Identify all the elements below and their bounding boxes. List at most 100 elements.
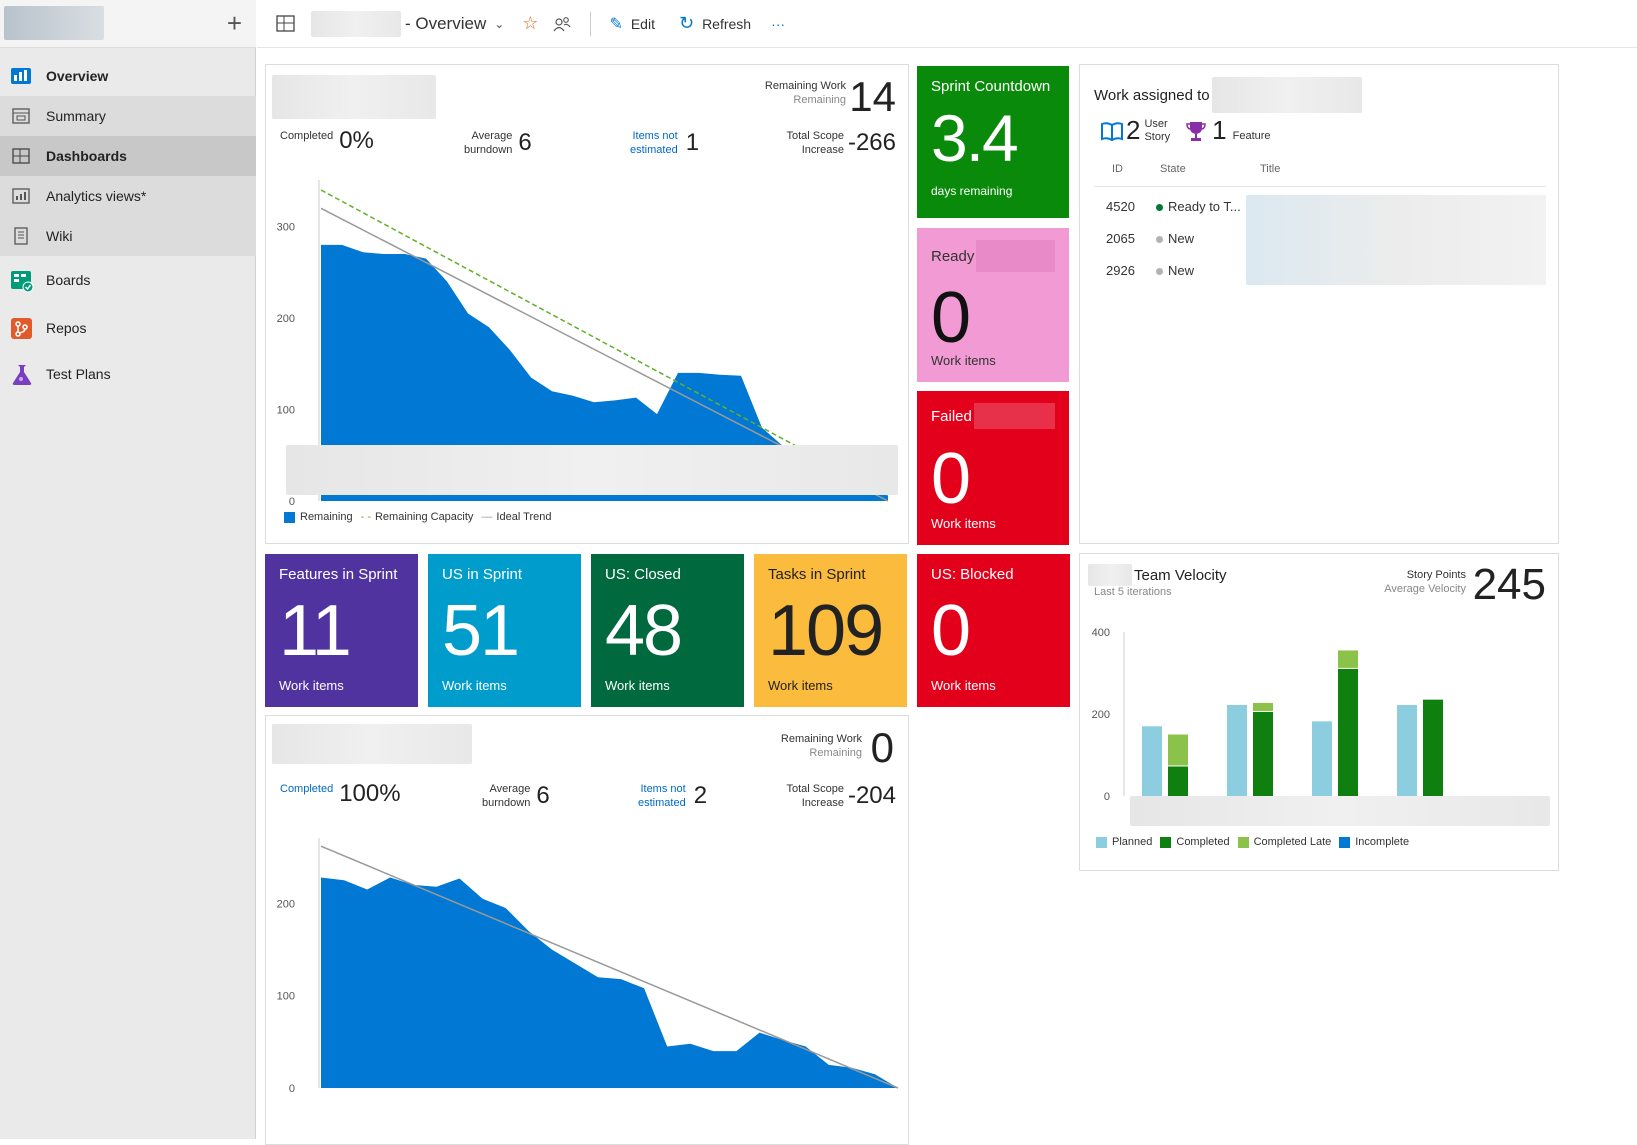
burndown-widget-2[interactable]: Remaining Work Remaining 0 Completed 100… — [265, 715, 909, 1145]
col-state[interactable]: State — [1160, 163, 1186, 175]
not-estimated-stat[interactable]: Items not estimated 2 — [638, 782, 707, 810]
completed-stat[interactable]: Completed 100% — [280, 780, 401, 808]
sidebar-item-analytics-views[interactable]: Analytics views* — [0, 176, 256, 216]
planned-bar — [1227, 704, 1247, 796]
count-tile[interactable]: US in Sprint 51 Work items — [428, 554, 581, 707]
col-title[interactable]: Title — [1260, 163, 1281, 175]
not-est-label-1: Items not — [640, 783, 686, 795]
analytics-icon — [10, 185, 32, 207]
completed-stat: Completed 0% — [280, 127, 374, 155]
team-members-icon[interactable] — [552, 14, 572, 34]
sidebar-item-dashboards[interactable]: Dashboards — [0, 136, 256, 176]
plus-icon[interactable]: + — [226, 8, 242, 38]
table-row[interactable]: 2065 New — [1094, 229, 1254, 261]
completed-label: Completed — [280, 130, 334, 142]
count-tile[interactable]: US: Closed 48 Work items — [591, 554, 744, 707]
x-axis-redacted — [1130, 796, 1550, 826]
sidebar-item-label: Overview — [46, 68, 109, 84]
overview-subnav: Summary Dashboards Analytics views* Wiki — [0, 96, 256, 256]
y-tick-label: 0 — [289, 1083, 295, 1095]
legend-incomplete: Incomplete — [1339, 836, 1409, 848]
edit-button[interactable]: ✎ Edit — [609, 14, 655, 34]
dashboard-title[interactable]: - Overview — [405, 13, 487, 33]
avg-burndown-stat: Average burndown 6 — [482, 782, 550, 810]
remaining-work-label: Remaining Work — [780, 733, 862, 745]
row-id: 2926 — [1106, 263, 1135, 278]
not-est-value: 2 — [693, 782, 708, 809]
org-logo[interactable] — [4, 6, 104, 40]
refresh-button[interactable]: ↻ Refresh — [679, 13, 751, 34]
legend-remaining: Remaining — [284, 511, 353, 523]
state-dot — [1156, 268, 1163, 275]
legend-remaining-capacity: - - Remaining Capacity — [360, 511, 474, 523]
ready-tile[interactable]: Ready 0 Work items — [917, 228, 1069, 382]
col-id[interactable]: ID — [1112, 163, 1123, 175]
completed-bar — [1253, 711, 1273, 796]
tile-sub: Work items — [768, 678, 833, 693]
y-tick-label: 200 — [1092, 709, 1110, 721]
velocity-chart[interactable]: 0 200 400 — [1080, 618, 1560, 818]
state-dot — [1156, 236, 1163, 243]
count-tile[interactable]: US: Blocked 0 Work items — [917, 554, 1070, 707]
not-estimated-stat[interactable]: Items not estimated 1 — [630, 129, 699, 157]
sidebar: + Overview Summary Dashboards — [0, 0, 256, 1139]
assigned-counts: 2 User Story 1 Feature — [1100, 115, 1271, 146]
scope-value: -266 — [847, 129, 896, 156]
assigned-table-header: ID State Title — [1094, 161, 1546, 187]
y-tick-label: 400 — [1092, 627, 1110, 639]
team-velocity-widget[interactable]: Team Velocity Last 5 iterations Story Po… — [1079, 553, 1559, 871]
more-actions-icon[interactable]: ··· — [771, 15, 786, 32]
avg-label-1: Average — [471, 130, 513, 142]
tile-title: Features in Sprint — [279, 566, 398, 583]
sidebar-item-wiki[interactable]: Wiki — [0, 216, 256, 256]
legend-ideal-trend: — Ideal Trend — [481, 511, 552, 523]
sprint-countdown-tile[interactable]: Sprint Countdown 3.4 days remaining — [917, 66, 1069, 218]
tile-value: 11 — [279, 591, 352, 671]
sidebar-item-overview[interactable]: Overview — [0, 56, 256, 96]
avg-label-2: burndown — [464, 144, 513, 156]
main-content: - Overview ⌄ ☆ ✎ Edit ↻ Refresh ··· Rema… — [257, 0, 1637, 1145]
org-header: + — [0, 0, 256, 48]
remaining-area — [321, 244, 888, 501]
team-name-redacted — [311, 10, 401, 37]
count-tile[interactable]: Tasks in Sprint 109 Work items — [754, 554, 907, 707]
completed-bar — [1338, 668, 1358, 796]
burndown-widget-1[interactable]: Remaining Work Remaining 14 Completed 0%… — [265, 64, 909, 544]
scope-label-1: Total Scope — [786, 130, 844, 142]
tile-sub: Work items — [931, 678, 996, 693]
dashboard-picker-icon[interactable] — [275, 13, 297, 35]
work-assigned-widget[interactable]: Work assigned to 2 User Story 1 Feature … — [1079, 64, 1559, 544]
sidebar-item-test-plans[interactable]: Test Plans — [0, 352, 256, 396]
row-state: Ready to T... — [1168, 199, 1241, 214]
remaining-work-label-group: Remaining Work Remaining — [781, 732, 862, 760]
count-tile[interactable]: Features in Sprint 11 Work items — [265, 554, 418, 707]
tile-value: 109 — [768, 591, 884, 671]
pencil-icon: ✎ — [609, 15, 623, 33]
state-dot — [1156, 204, 1163, 211]
sidebar-item-boards[interactable]: Boards — [0, 256, 256, 304]
avg-value: 6 — [536, 782, 550, 809]
dashboard-icon — [10, 145, 32, 167]
sidebar-item-repos[interactable]: Repos — [0, 304, 256, 352]
overview-icon — [10, 65, 32, 87]
y-tick-label: 100 — [277, 991, 295, 1003]
story-count: 2 — [1126, 115, 1141, 145]
velocity-title: Team Velocity — [1134, 566, 1227, 584]
failed-tile[interactable]: Failed 0 Work items — [917, 391, 1069, 545]
favorite-star-icon[interactable]: ☆ — [522, 13, 539, 33]
scope-label-2: Increase — [801, 144, 844, 156]
remaining-work-label-group: Remaining Work Remaining — [765, 79, 846, 107]
repos-icon — [10, 317, 32, 339]
burndown-chart-2[interactable]: 0 100 200 — [266, 828, 910, 1128]
table-row[interactable]: 2926 New — [1094, 261, 1254, 293]
y-tick-label: 200 — [277, 313, 295, 325]
edit-button-label: Edit — [630, 15, 655, 32]
table-row[interactable]: 4520 Ready to T... — [1094, 197, 1254, 229]
toolbar: - Overview ⌄ ☆ ✎ Edit ↻ Refresh ··· — [257, 0, 1637, 48]
tile-title: Tasks in Sprint — [768, 566, 866, 583]
sidebar-item-summary[interactable]: Summary — [0, 96, 256, 136]
refresh-icon: ↻ — [678, 13, 695, 33]
assigned-rows: 4520 Ready to T... 2065 New 2926 New — [1094, 197, 1254, 293]
chevron-down-icon[interactable]: ⌄ — [494, 16, 505, 31]
tile-title: US: Closed — [605, 566, 681, 583]
